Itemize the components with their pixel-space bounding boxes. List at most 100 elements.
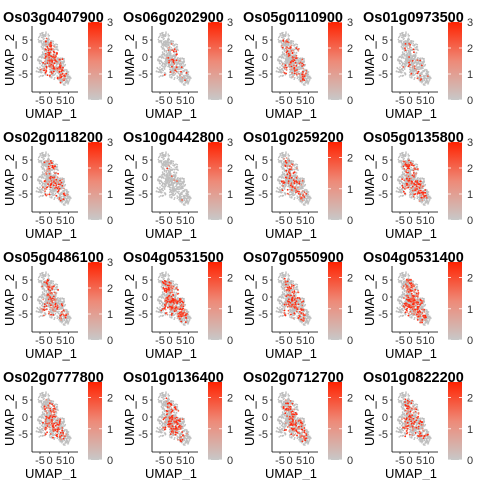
x-axis-label: UMAP_1 <box>385 106 437 121</box>
umap-point <box>51 194 54 196</box>
umap-point <box>36 187 39 190</box>
umap-point-expressing <box>180 70 182 73</box>
umap-point <box>174 175 177 178</box>
umap-point <box>402 31 404 34</box>
umap-point <box>162 41 165 43</box>
umap-point <box>398 68 400 70</box>
umap-point <box>400 40 402 43</box>
umap-point <box>41 168 44 170</box>
umap-point <box>403 43 405 46</box>
umap-point <box>182 75 185 77</box>
umap-point <box>42 31 44 34</box>
umap-point <box>292 160 295 163</box>
colorbar-tick-label: 1 <box>227 189 233 201</box>
umap-point <box>278 179 280 181</box>
y-tick-label: 0 <box>22 172 28 184</box>
colorbar-tick-label: 0 <box>467 95 473 107</box>
y-tick-label: 5 <box>142 155 148 167</box>
umap-point <box>285 178 287 181</box>
umap-point-expressing <box>47 59 49 62</box>
umap-point <box>407 39 409 42</box>
umap-point <box>404 73 407 75</box>
umap-point-expressing <box>282 40 285 42</box>
umap-point-expressing <box>50 45 53 47</box>
umap-point-expressing <box>175 66 178 68</box>
umap-point-expressing <box>52 166 54 169</box>
umap-point <box>279 70 282 73</box>
umap-point-expressing <box>54 172 56 174</box>
umap-point <box>298 199 300 201</box>
umap-point <box>184 69 186 71</box>
umap-point <box>183 58 185 60</box>
umap-point-expressing <box>181 199 183 201</box>
umap-point <box>179 180 182 182</box>
umap-point <box>280 40 282 43</box>
umap-point <box>304 189 306 191</box>
umap-point <box>41 154 43 157</box>
umap-point <box>289 74 292 76</box>
umap-point <box>167 33 169 35</box>
umap-point <box>398 55 401 58</box>
umap-point-expressing <box>50 71 53 73</box>
umap-point <box>278 175 281 178</box>
umap-point <box>398 59 400 61</box>
umap-point <box>35 70 38 73</box>
umap-point <box>285 55 287 58</box>
umap-point <box>402 46 405 48</box>
umap-point-expressing <box>168 46 170 49</box>
umap-point <box>46 166 48 168</box>
umap-point-expressing <box>298 73 300 75</box>
umap-point <box>405 31 407 33</box>
umap-point <box>423 79 426 82</box>
umap-point-expressing <box>63 193 65 196</box>
umap-point <box>40 71 42 74</box>
umap-point <box>164 160 167 162</box>
umap-point-expressing <box>56 176 59 178</box>
umap-point <box>413 78 415 80</box>
umap-point <box>172 64 174 66</box>
umap-point <box>287 33 289 35</box>
umap-point <box>295 43 297 45</box>
umap-point <box>167 42 169 44</box>
umap-point <box>285 61 287 63</box>
umap-point <box>161 188 163 191</box>
umap-point <box>284 43 287 46</box>
umap-point <box>410 49 412 51</box>
panel-title: Os02g0118200 <box>3 130 103 146</box>
umap-point-expressing <box>47 55 49 58</box>
umap-point <box>186 199 188 201</box>
umap-point <box>65 189 68 191</box>
umap-point-expressing <box>52 63 55 66</box>
umap-point <box>50 40 53 42</box>
umap-point <box>426 79 428 81</box>
umap-point <box>158 35 161 38</box>
umap-point <box>161 171 164 173</box>
umap-point <box>38 68 40 70</box>
umap-point <box>307 81 310 84</box>
umap-point <box>283 37 285 40</box>
umap-point-expressing <box>50 41 52 44</box>
x-tick-label: 5 <box>56 95 62 107</box>
umap-point <box>292 40 295 43</box>
colorbar-tick-label: 2 <box>107 43 113 55</box>
umap-point <box>173 182 175 185</box>
umap-point <box>305 75 308 77</box>
umap-point <box>303 58 305 60</box>
umap-point-expressing <box>302 64 305 66</box>
umap-point-expressing <box>53 45 56 48</box>
umap-point <box>418 57 421 60</box>
umap-point <box>177 188 179 191</box>
umap-point <box>169 170 171 173</box>
umap-point <box>65 81 68 83</box>
umap-point-expressing <box>47 160 49 163</box>
umap-point-expressing <box>57 181 60 184</box>
umap-point <box>279 75 282 77</box>
umap-point-expressing <box>48 60 51 63</box>
umap-point-expressing <box>290 44 293 47</box>
umap-point-expressing <box>52 56 55 59</box>
umap-point <box>161 176 163 179</box>
umap-point <box>405 58 407 61</box>
umap-point <box>182 183 185 185</box>
umap-point-expressing <box>172 61 175 64</box>
umap-point-expressing <box>62 198 65 201</box>
